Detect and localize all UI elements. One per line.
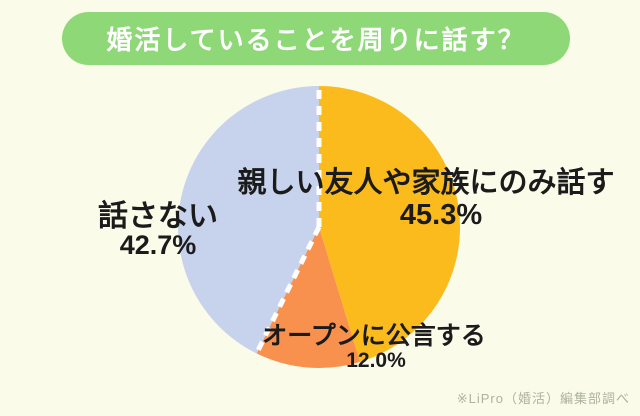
pie-slice (256, 227, 361, 369)
pie-slice (319, 86, 461, 362)
pie-slice (177, 85, 319, 354)
dashed-divider (254, 225, 322, 355)
slice-pct-close-friends: 45.3% (399, 199, 483, 231)
pie-chart (177, 85, 461, 369)
slice-pct-open: 12.0% (346, 349, 406, 372)
slice-label-close-friends: 親しい友人や家族にのみ話す (237, 167, 615, 199)
source-note: ※LiPro（婚活）編集部調べ (456, 391, 630, 406)
slice-label-open: オープンに公言する (262, 322, 486, 350)
page-title: 婚活していることを周りに話す？ (106, 25, 526, 55)
slice-label-dont-tell: 話さない (98, 200, 218, 233)
slice-pct-dont-tell: 42.7% (119, 230, 197, 260)
title-banner: 婚活していることを周りに話す？ (62, 12, 570, 65)
